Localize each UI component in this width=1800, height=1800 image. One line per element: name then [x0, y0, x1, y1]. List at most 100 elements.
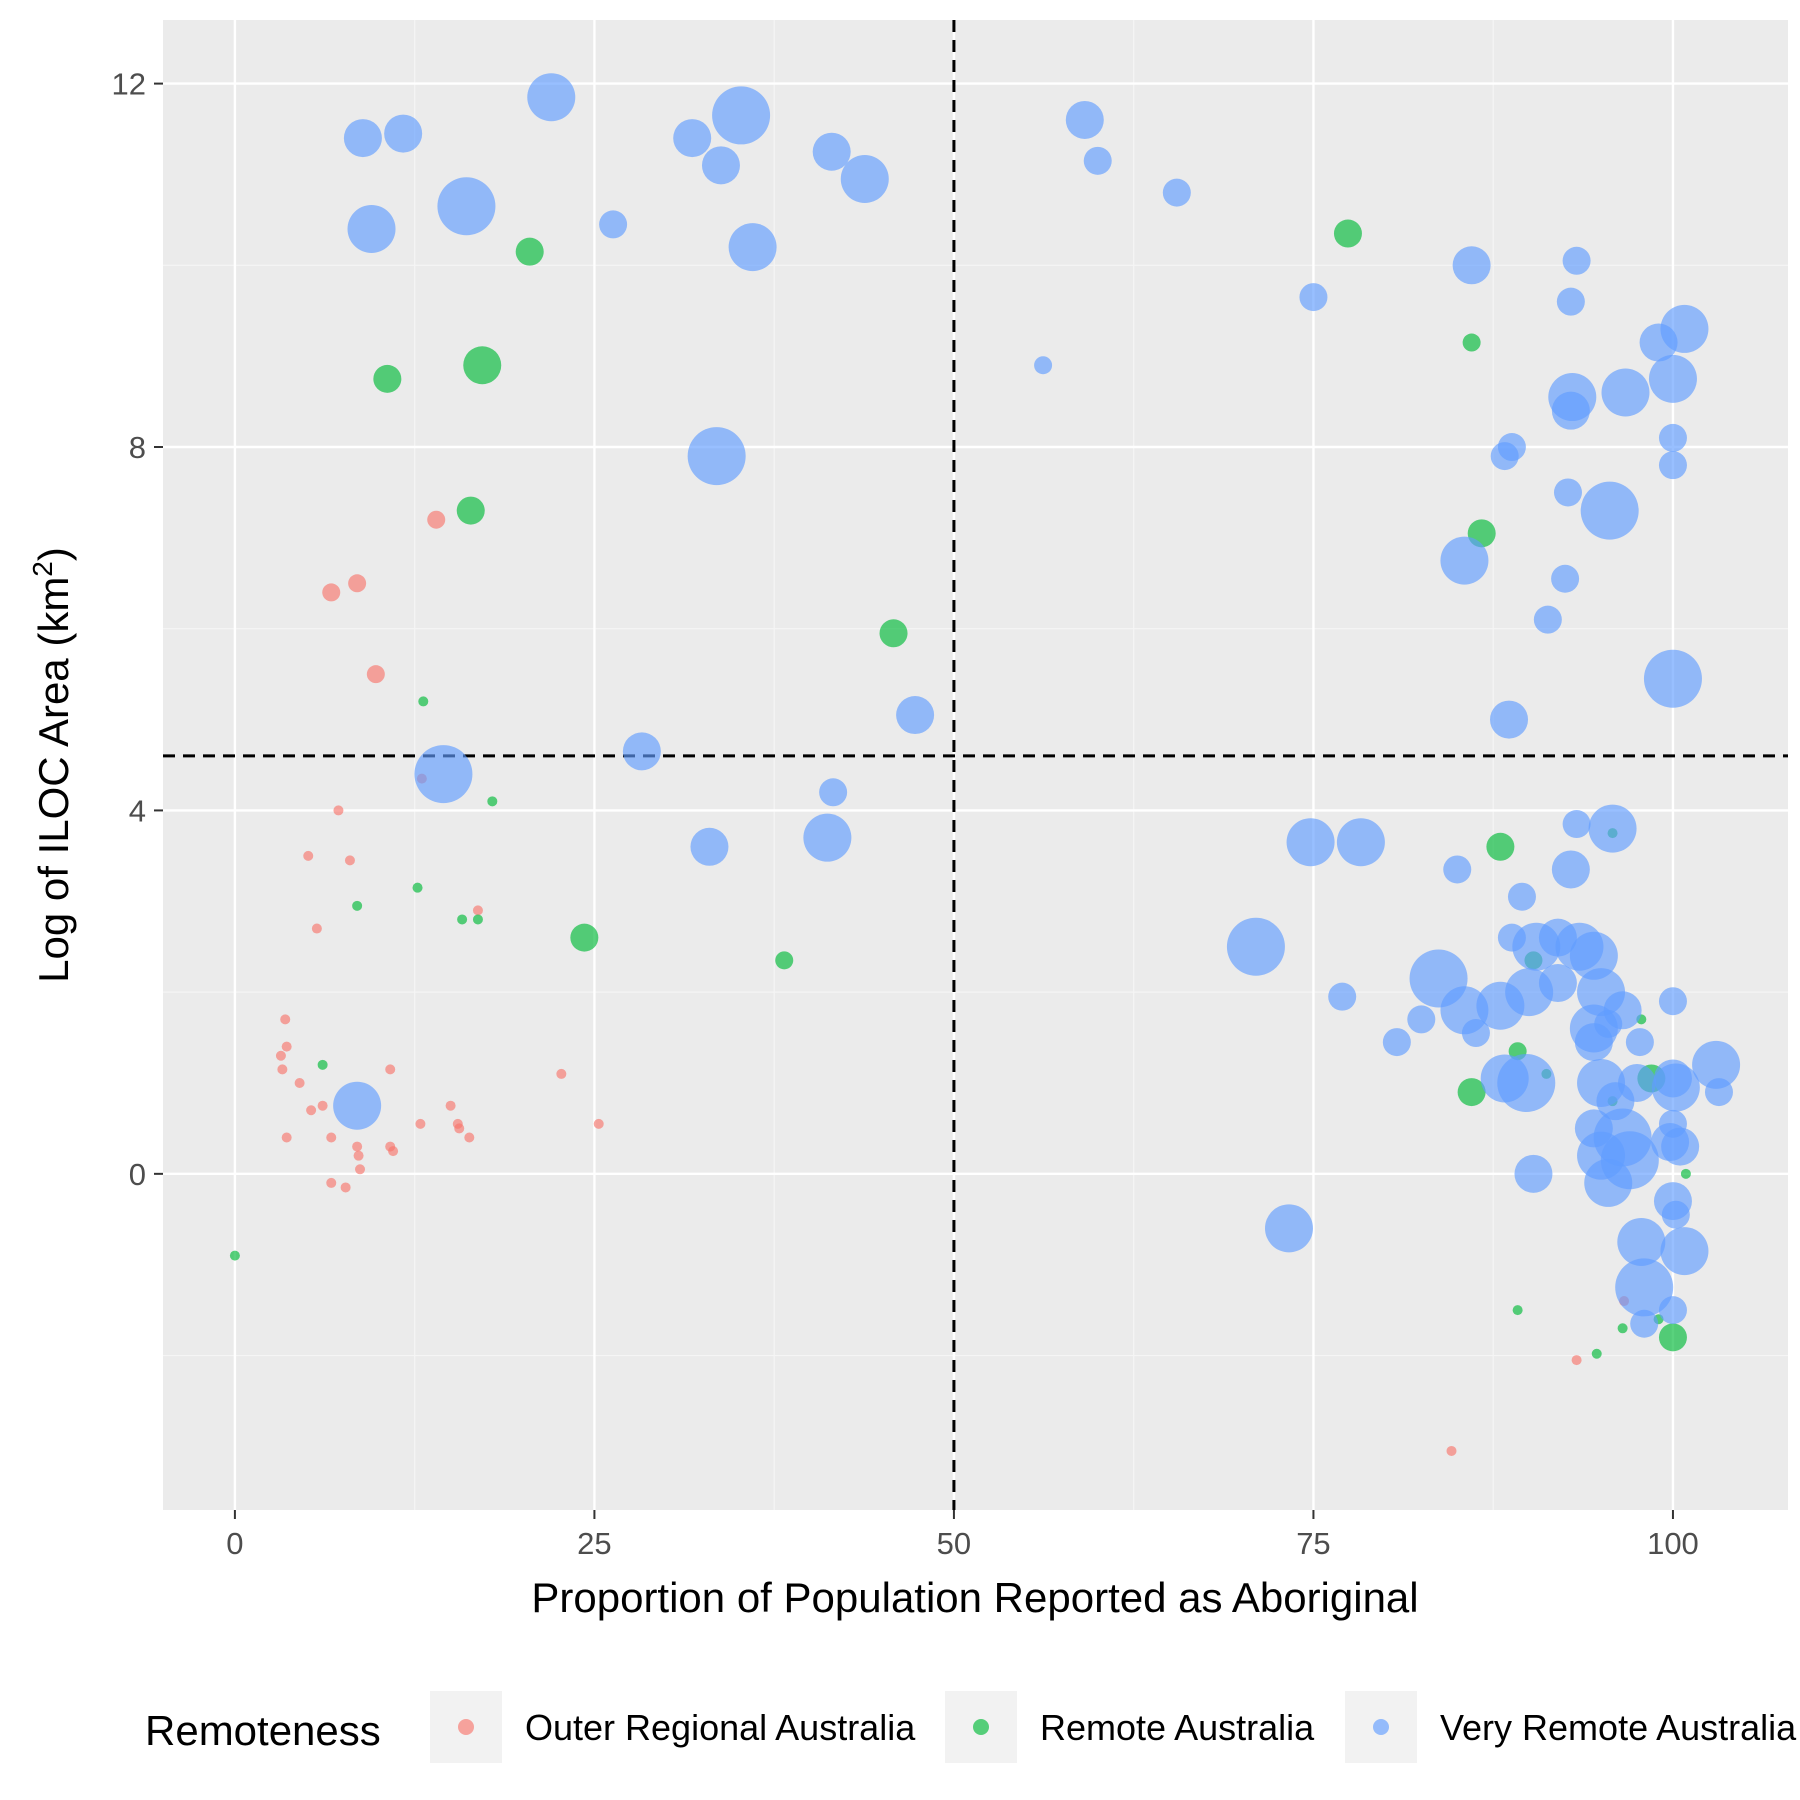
data-point: [1556, 287, 1585, 316]
data-point: [1486, 832, 1515, 861]
data-point: [1551, 391, 1590, 430]
y-tick-label: 12: [112, 67, 146, 102]
data-point: [1630, 1309, 1659, 1338]
data-point: [1514, 1154, 1553, 1193]
data-point: [1639, 323, 1678, 362]
data-point: [1551, 850, 1590, 889]
data-point: [388, 1146, 399, 1157]
data-point: [317, 1059, 328, 1070]
data-point: [687, 427, 746, 486]
data-point: [281, 1041, 292, 1052]
data-point: [457, 914, 468, 925]
data-point: [515, 237, 544, 266]
data-point: [1651, 1063, 1700, 1112]
data-point: [1658, 987, 1687, 1016]
legend-entries: Outer Regional Australia Remote Australia…: [430, 1691, 1797, 1763]
data-point: [464, 1132, 475, 1143]
y-axis-title: Log of ILOC Area (km2): [27, 547, 77, 983]
data-point: [803, 813, 852, 862]
data-point: [326, 1132, 337, 1143]
data-point: [896, 696, 935, 735]
x-tick-label: 75: [1296, 1526, 1330, 1561]
data-point: [775, 951, 794, 970]
data-point: [1648, 354, 1697, 403]
data-point: [1625, 1028, 1654, 1057]
legend-title: Remoteness: [145, 1707, 381, 1754]
data-point: [385, 1064, 396, 1075]
data-point: [1533, 605, 1562, 634]
data-point: [1569, 931, 1618, 980]
data-point: [1553, 478, 1582, 507]
x-axis-title: Proportion of Population Reported as Abo…: [531, 1574, 1418, 1621]
data-point: [463, 346, 502, 385]
data-point: [1661, 1200, 1690, 1229]
data-point: [1443, 855, 1472, 884]
plot-panel: [163, 20, 1788, 1510]
data-point: [1591, 1348, 1602, 1359]
data-point: [1658, 423, 1687, 452]
data-point: [1446, 1445, 1457, 1456]
data-point: [1083, 146, 1112, 175]
data-point: [1660, 1227, 1709, 1276]
legend-key-dot: [458, 1719, 474, 1735]
data-point: [348, 574, 367, 593]
legend-label: Very Remote Australia: [1440, 1707, 1797, 1748]
data-point: [1440, 536, 1489, 585]
data-point: [437, 177, 496, 236]
data-point: [275, 1050, 286, 1061]
data-point: [366, 665, 385, 684]
data-point: [1490, 442, 1519, 471]
data-point: [1476, 981, 1525, 1030]
data-point: [1034, 356, 1053, 375]
data-point: [1286, 818, 1335, 867]
data-point: [1407, 1005, 1436, 1034]
data-point: [472, 905, 483, 916]
data-point: [1538, 964, 1577, 1003]
data-point: [311, 923, 322, 934]
data-point: [415, 1118, 426, 1129]
data-point: [1226, 917, 1285, 976]
data-point: [1571, 1355, 1582, 1366]
data-point: [1580, 481, 1639, 540]
data-point: [1065, 100, 1104, 139]
data-point: [384, 114, 423, 153]
x-tick-label: 0: [226, 1526, 243, 1561]
data-point: [414, 745, 473, 804]
x-tick-label: 50: [937, 1526, 971, 1561]
x-tick-label: 25: [577, 1526, 611, 1561]
data-point: [353, 1150, 364, 1161]
data-point: [277, 1064, 288, 1075]
data-point: [1264, 1204, 1313, 1253]
data-point: [317, 1100, 328, 1111]
data-point: [1497, 923, 1526, 952]
data-point: [879, 619, 908, 648]
data-point: [593, 1118, 604, 1129]
data-point: [280, 1014, 291, 1025]
data-point: [373, 364, 402, 393]
legend-key-dot: [973, 1719, 989, 1735]
data-point: [599, 210, 628, 239]
data-point: [1588, 804, 1637, 853]
data-point: [352, 1141, 363, 1152]
data-point: [1601, 368, 1650, 417]
data-point: [427, 510, 446, 529]
data-point: [303, 850, 314, 861]
data-point: [1336, 818, 1385, 867]
data-point: [456, 496, 485, 525]
data-point: [355, 1164, 366, 1175]
data-point: [1680, 1168, 1691, 1179]
data-point: [1299, 283, 1328, 312]
data-point: [1333, 219, 1362, 248]
x-tick-label: 100: [1647, 1526, 1699, 1561]
data-point: [454, 1123, 465, 1134]
data-point: [812, 132, 851, 171]
data-point: [322, 583, 341, 602]
data-point: [527, 73, 576, 122]
data-point: [673, 119, 712, 158]
data-point: [418, 696, 429, 707]
data-point: [1692, 1040, 1741, 1089]
data-point: [712, 86, 771, 145]
data-point: [570, 923, 599, 952]
data-point: [1661, 1127, 1700, 1166]
